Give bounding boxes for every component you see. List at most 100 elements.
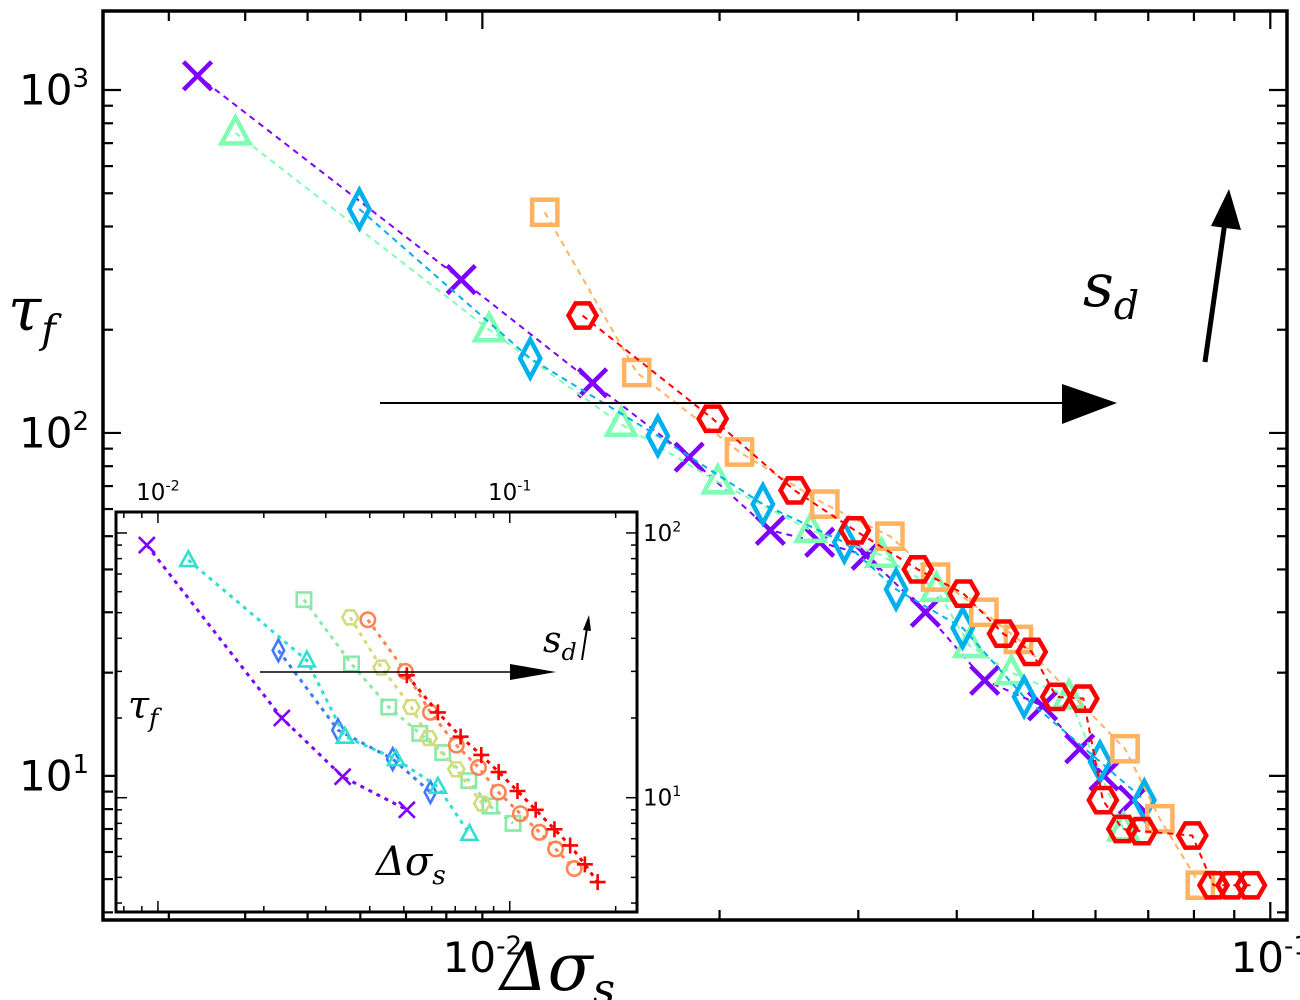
x-axis-label-symbol: Δσ	[497, 929, 595, 1000]
data-point	[1015, 637, 1049, 667]
series-5	[340, 609, 492, 812]
data-point	[1110, 733, 1140, 764]
y-tick-label: 102	[643, 519, 681, 547]
y-axis-label-symbol: τ	[8, 275, 42, 345]
data-point	[621, 357, 652, 388]
data-point	[473, 746, 490, 763]
sd-label-sub: d	[1114, 283, 1139, 329]
data-point	[901, 555, 935, 584]
main-annotations: sd	[380, 189, 1241, 424]
series-line	[543, 211, 1202, 886]
x-tick-label: 10-1	[488, 478, 531, 506]
inset-plot-frame	[114, 510, 639, 914]
data-point	[271, 636, 286, 664]
data-point	[511, 805, 529, 823]
data-point	[673, 441, 705, 473]
inset-plot: 10-2 10-1 10 1 102	[114, 478, 681, 914]
data-point	[397, 800, 416, 819]
data-point	[489, 783, 507, 801]
data-point	[946, 579, 981, 609]
series-line	[234, 132, 1125, 830]
x-tick-label: 10-2	[443, 931, 522, 982]
inset-x-axis-label-symbol: Δσ	[374, 839, 434, 885]
data-point	[380, 698, 398, 716]
x-tick-label-base: 10	[1231, 933, 1284, 982]
x-tick-label: 10-2	[136, 478, 180, 506]
data-point	[296, 648, 318, 668]
inset-sd-arrow-head	[583, 615, 591, 631]
data-point	[645, 412, 671, 460]
data-point	[1105, 814, 1139, 844]
data-point	[181, 60, 214, 92]
y-tick-label-base: 10	[19, 752, 72, 801]
data-point	[1064, 733, 1096, 765]
data-point	[434, 744, 452, 762]
data-point	[333, 767, 352, 786]
inset-horizontal-arrow-head	[510, 664, 556, 680]
x-tick-label: 10-1	[1231, 931, 1300, 982]
inset-x-axis-label-sub: s	[432, 860, 446, 891]
data-point	[1125, 816, 1159, 846]
inset-plot-series	[137, 536, 606, 891]
data-point	[1086, 785, 1120, 815]
inset-y-axis-label: τf	[128, 683, 162, 732]
data-point	[565, 860, 583, 878]
data-point	[750, 480, 776, 528]
series-1	[137, 536, 416, 819]
y-tick-label-base: 10	[19, 409, 72, 458]
series-2	[271, 636, 438, 806]
y-axis-label: τf	[8, 275, 62, 353]
inset-y-axis-label-sub: f	[147, 703, 162, 732]
data-point	[1011, 673, 1037, 721]
horizontal-arrow-head	[1062, 384, 1117, 424]
data-point	[452, 728, 469, 745]
data-point	[1066, 684, 1100, 714]
y-tick-label: 103	[19, 64, 89, 115]
sd-label: sd	[1083, 251, 1139, 329]
y-tick-label-base: 10	[643, 521, 672, 547]
main-plot-frame	[101, 9, 1289, 922]
data-point	[831, 518, 857, 566]
main-plot-series	[181, 60, 1268, 901]
data-point	[909, 596, 942, 628]
data-point	[875, 521, 905, 552]
y-tick-label-exp: 1	[72, 750, 89, 780]
y-tick-label-base: 10	[19, 66, 72, 115]
x-axis-label: Δσs	[497, 929, 615, 1000]
data-point	[340, 609, 360, 626]
data-point	[969, 597, 999, 628]
y-tick-label-exp: 1	[672, 784, 681, 800]
x-tick-label-base: 10	[136, 480, 165, 506]
sd-arrow-head	[1211, 189, 1241, 230]
data-point	[724, 437, 755, 467]
sd-label-symbol: s	[1083, 251, 1114, 321]
data-point	[547, 840, 565, 858]
series-line	[366, 618, 576, 870]
data-point	[371, 659, 392, 676]
series-7	[398, 667, 606, 891]
data-point	[918, 569, 955, 603]
data-point	[472, 795, 492, 812]
series-3	[178, 548, 480, 842]
data-point	[969, 664, 1001, 696]
data-point	[346, 185, 372, 233]
data-point	[490, 764, 507, 781]
x-tick-label-base: 10	[443, 933, 496, 982]
data-point	[1196, 870, 1231, 900]
data-point	[589, 874, 606, 891]
data-point	[1234, 870, 1268, 900]
data-point	[603, 404, 639, 438]
series-line	[405, 674, 599, 883]
data-point	[777, 476, 812, 505]
data-point	[863, 535, 900, 568]
data-point	[517, 334, 543, 383]
data-point	[546, 821, 563, 838]
data-point	[838, 515, 872, 545]
data-point	[446, 761, 466, 778]
inset-sd-label-symbol: s	[543, 620, 561, 661]
data-point	[459, 822, 480, 842]
data-point	[509, 782, 526, 799]
data-point	[529, 197, 560, 228]
inset-sd-label: sd	[543, 620, 577, 666]
